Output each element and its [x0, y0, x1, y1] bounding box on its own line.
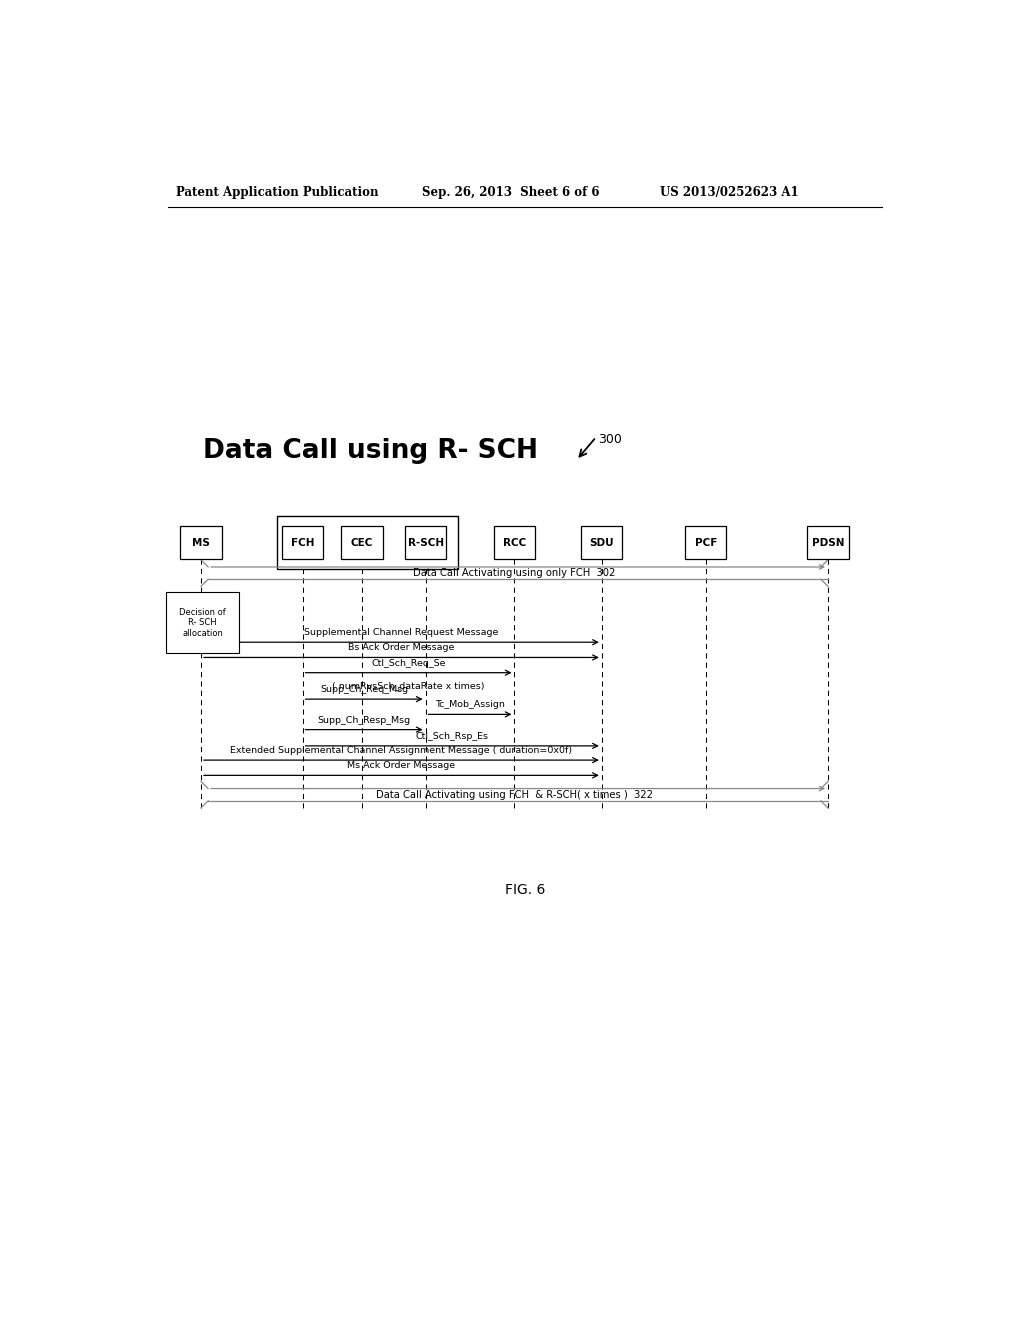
Text: Extended Supplemental Channel Assignment Message ( duration=0x0f): Extended Supplemental Channel Assignment… [230, 746, 572, 755]
FancyBboxPatch shape [404, 527, 446, 558]
Text: SDU: SDU [590, 537, 614, 548]
Text: Data Call using R- SCH: Data Call using R- SCH [204, 438, 539, 463]
Text: Decision of
R- SCH
allocation: Decision of R- SCH allocation [179, 609, 226, 638]
Text: US 2013/0252623 A1: US 2013/0252623 A1 [659, 186, 799, 199]
Text: Ctl_Sch_Req_Se: Ctl_Sch_Req_Se [372, 659, 445, 668]
Text: Sep. 26, 2013  Sheet 6 of 6: Sep. 26, 2013 Sheet 6 of 6 [422, 186, 599, 199]
Text: Data Call Activating using only FCH  302: Data Call Activating using only FCH 302 [414, 568, 615, 578]
FancyBboxPatch shape [166, 593, 240, 653]
FancyBboxPatch shape [180, 527, 221, 558]
FancyBboxPatch shape [341, 527, 383, 558]
FancyBboxPatch shape [278, 516, 458, 569]
Text: R-SCH: R-SCH [408, 537, 443, 548]
FancyBboxPatch shape [685, 527, 726, 558]
Text: FIG. 6: FIG. 6 [505, 883, 545, 898]
FancyBboxPatch shape [494, 527, 536, 558]
Text: FCH: FCH [291, 537, 314, 548]
Text: MS: MS [193, 537, 210, 548]
FancyBboxPatch shape [807, 527, 849, 558]
Text: Ctl_Sch_Rsp_Es: Ctl_Sch_Rsp_Es [416, 731, 488, 741]
Text: Supplemental Channel Request Message: Supplemental Channel Request Message [304, 628, 499, 638]
Text: Patent Application Publication: Patent Application Publication [176, 186, 378, 199]
Text: Supp_Ch_Resp_Msg: Supp_Ch_Resp_Msg [317, 715, 411, 725]
FancyBboxPatch shape [582, 527, 623, 558]
Text: PDSN: PDSN [812, 537, 844, 548]
Text: Bs Ack Order Message: Bs Ack Order Message [348, 643, 455, 652]
Text: 300: 300 [598, 433, 622, 446]
Text: RCC: RCC [503, 537, 526, 548]
Text: ( numRvsSch_dataRate x times): ( numRvsSch_dataRate x times) [332, 681, 484, 690]
Text: Data Call Activating using FCH  & R-SCH( x times )  322: Data Call Activating using FCH & R-SCH( … [376, 789, 653, 800]
FancyBboxPatch shape [282, 527, 324, 558]
Text: PCF: PCF [694, 537, 717, 548]
Text: CEC: CEC [351, 537, 374, 548]
Text: Supp_Ch_Req_Msg: Supp_Ch_Req_Msg [321, 685, 409, 694]
Text: Tc_Mob_Assign: Tc_Mob_Assign [435, 701, 505, 709]
Text: Ms Ack Order Message: Ms Ack Order Message [347, 762, 456, 771]
